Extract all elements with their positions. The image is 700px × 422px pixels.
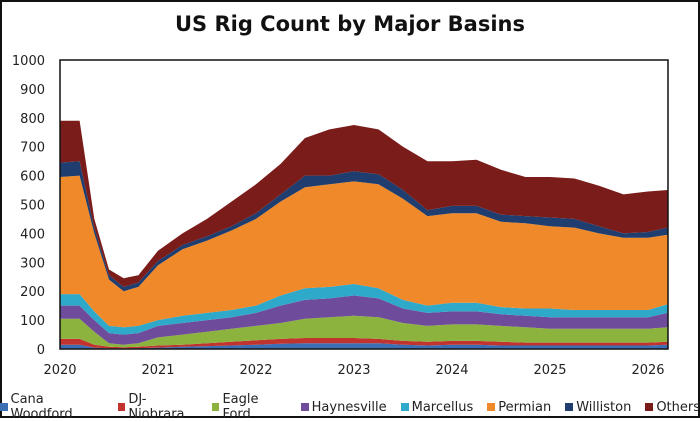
legend-swatch <box>487 403 496 411</box>
area-cana-woodford <box>60 343 668 349</box>
y-tick-label: 400 <box>20 227 45 242</box>
legend-item: Permian <box>487 392 551 422</box>
x-tick-label: 2025 <box>533 363 566 378</box>
legend-item: Williston <box>565 392 631 422</box>
y-tick-label: 800 <box>20 112 45 127</box>
area-dj-niobrara <box>60 338 668 349</box>
y-tick-label: 300 <box>20 256 45 271</box>
x-tick-label: 2024 <box>435 363 468 378</box>
legend-swatch <box>565 403 574 411</box>
legend-item: Marcellus <box>400 392 474 422</box>
plot-border <box>59 59 669 350</box>
y-tick-label: 1000 <box>12 54 45 69</box>
legend-label: Marcellus <box>411 399 474 415</box>
legend-swatch <box>0 403 8 411</box>
legend-label: Others <box>656 399 700 415</box>
legend-label: Williston <box>576 399 632 415</box>
x-tick-label: 2021 <box>141 363 174 378</box>
legend-swatch <box>211 403 220 411</box>
y-tick-label: 700 <box>20 141 45 156</box>
legend-label: Haynesville <box>311 399 387 415</box>
x-tick-label: 2020 <box>43 363 76 378</box>
legend-item: Others <box>645 392 700 422</box>
legend-swatch <box>400 403 409 411</box>
area-marcellus <box>60 284 668 335</box>
legend-swatch <box>117 403 126 411</box>
y-tick-label: 200 <box>20 285 45 300</box>
area-permian <box>60 175 668 328</box>
area-eagle-ford <box>60 315 668 348</box>
y-tick-label: 600 <box>20 170 45 185</box>
x-tick-label: 2023 <box>337 363 370 378</box>
legend-swatch <box>645 403 654 411</box>
y-tick-label: 100 <box>20 314 45 329</box>
legend-label: Permian <box>498 399 552 415</box>
legend-swatch <box>300 403 309 411</box>
y-tick-label: 0 <box>37 343 45 358</box>
legend-item: Haynesville <box>300 392 387 422</box>
chart-title: US Rig Count by Major Basins <box>174 12 525 36</box>
area-others <box>60 120 668 287</box>
x-tick-label: 2022 <box>239 363 272 378</box>
area-haynesville <box>60 295 668 345</box>
y-tick-label: 500 <box>20 199 45 214</box>
x-tick-label: 2026 <box>631 363 664 378</box>
y-tick-label: 900 <box>20 83 45 98</box>
